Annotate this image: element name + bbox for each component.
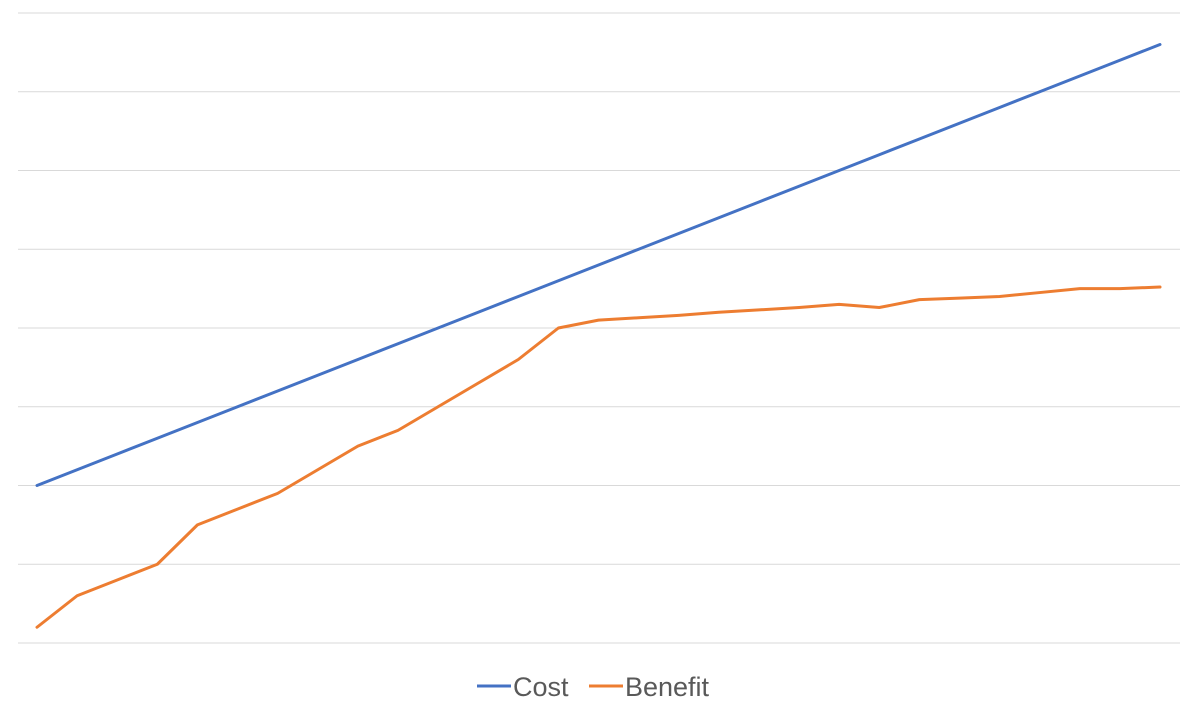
data-point-benefit	[114, 577, 120, 583]
data-point-cost	[836, 168, 842, 174]
legend-label-benefit: Benefit	[625, 672, 710, 702]
data-point-benefit	[916, 297, 922, 303]
legend: Cost Benefit	[477, 672, 710, 702]
legend-item-benefit: Benefit	[589, 672, 710, 702]
data-point-cost	[235, 404, 241, 410]
series-lines	[34, 42, 1163, 630]
data-point-benefit	[716, 309, 722, 315]
data-point-benefit	[1117, 286, 1123, 292]
data-point-cost	[956, 120, 962, 126]
data-point-benefit	[154, 561, 160, 567]
data-point-benefit	[836, 301, 842, 307]
data-point-benefit	[1037, 290, 1043, 296]
data-point-cost	[1157, 42, 1163, 48]
data-point-cost	[997, 105, 1003, 111]
data-point-benefit	[596, 317, 602, 323]
data-point-cost	[756, 199, 762, 205]
data-point-cost	[515, 294, 521, 300]
data-point-benefit	[1157, 284, 1163, 290]
data-point-cost	[676, 231, 682, 237]
data-point-benefit	[74, 593, 80, 599]
data-point-cost	[716, 215, 722, 221]
data-point-cost	[315, 372, 321, 378]
data-point-cost	[636, 246, 642, 252]
gridlines	[18, 12, 1180, 644]
data-point-benefit	[475, 380, 481, 386]
series-benefit	[34, 284, 1163, 630]
data-point-benefit	[395, 427, 401, 433]
series-cost	[34, 42, 1163, 489]
data-point-benefit	[636, 315, 642, 321]
data-point-benefit	[34, 624, 40, 630]
data-point-benefit	[275, 490, 281, 496]
data-point-cost	[74, 467, 80, 473]
series-line-cost	[35, 43, 1162, 487]
data-point-cost	[475, 309, 481, 315]
data-point-benefit	[756, 307, 762, 313]
data-point-cost	[435, 325, 441, 331]
data-point-benefit	[435, 404, 441, 410]
data-point-benefit	[235, 506, 241, 512]
data-point-cost	[194, 420, 200, 426]
data-point-benefit	[997, 294, 1003, 300]
data-point-cost	[876, 152, 882, 158]
legend-label-cost: Cost	[513, 672, 569, 702]
data-point-benefit	[515, 357, 521, 363]
data-point-cost	[34, 483, 40, 489]
data-point-benefit	[956, 295, 962, 301]
data-point-cost	[596, 262, 602, 268]
data-point-cost	[275, 388, 281, 394]
data-point-cost	[1037, 89, 1043, 95]
data-point-benefit	[876, 305, 882, 311]
data-point-benefit	[1077, 286, 1083, 292]
data-point-cost	[796, 183, 802, 189]
data-point-benefit	[676, 312, 682, 318]
data-point-benefit	[194, 522, 200, 528]
data-point-cost	[1117, 57, 1123, 63]
data-point-cost	[114, 451, 120, 457]
data-point-cost	[1077, 73, 1083, 79]
legend-item-cost: Cost	[477, 672, 569, 702]
data-point-benefit	[355, 443, 361, 449]
data-point-cost	[355, 357, 361, 363]
data-point-benefit	[315, 467, 321, 473]
data-point-cost	[154, 435, 160, 441]
data-point-cost	[395, 341, 401, 347]
data-point-cost	[555, 278, 561, 284]
data-point-benefit	[555, 325, 561, 331]
data-point-cost	[916, 136, 922, 142]
series-line-benefit	[35, 285, 1162, 629]
data-point-benefit	[796, 305, 802, 311]
